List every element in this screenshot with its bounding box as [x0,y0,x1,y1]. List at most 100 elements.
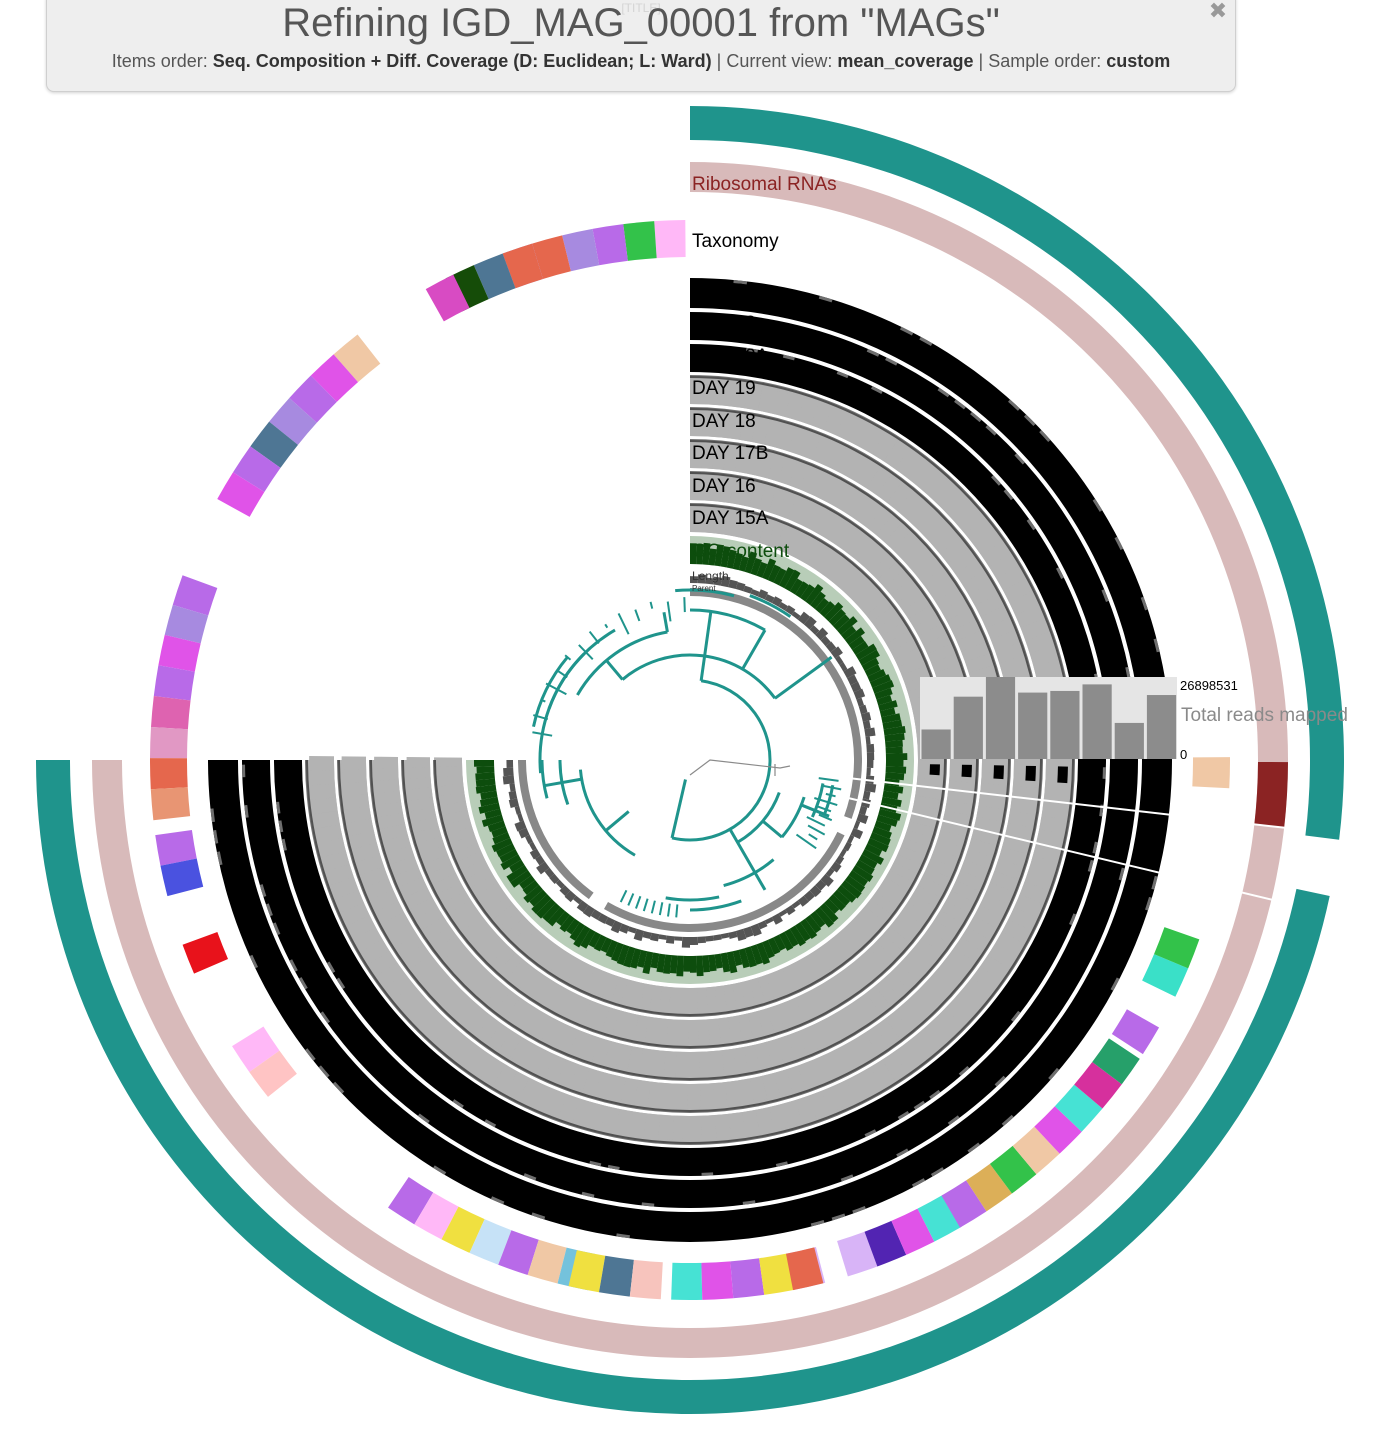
taxonomy-block[interactable] [1111,1009,1160,1055]
coverage-bar [913,985,941,1013]
gc-content-bar [702,542,711,565]
coverage-bar [727,412,744,440]
taxonomy-block[interactable] [164,604,209,644]
taxonomy-block[interactable] [160,858,204,897]
taxonomy-block[interactable] [153,665,195,701]
coverage-bar [456,1041,483,1070]
taxonomy-block[interactable] [158,634,201,672]
taxonomy-block[interactable] [1192,757,1230,789]
coverage-bar [308,769,335,786]
taxonomy-block[interactable] [532,235,571,279]
taxonomy-block[interactable] [445,265,489,312]
taxonomy-block[interactable] [232,1026,280,1073]
taxonomy-block[interactable] [233,446,281,492]
taxonomy-block[interactable] [333,334,381,383]
taxonomy-block[interactable] [562,228,600,272]
taxonomy-block[interactable] [425,274,470,322]
coverage-bar [987,943,1018,970]
coverage-bar [342,769,367,784]
coverage-bar [765,1038,784,1067]
taxonomy-block[interactable] [1092,1038,1140,1085]
coverage-bar [946,790,975,805]
coverage-bar [505,959,531,988]
taxonomy-layer[interactable] [150,220,1230,1300]
taxonomy-block[interactable] [527,1239,567,1284]
gc-content-bar [744,946,757,968]
taxonomy-block[interactable] [989,1145,1037,1194]
coverage-bar [971,827,1001,846]
coverage-bar [435,775,464,787]
taxonomy-block[interactable] [155,830,197,866]
taxonomy-block[interactable] [217,472,265,517]
length-bar [582,904,595,918]
taxonomy-block[interactable] [250,421,298,468]
taxonomy-block[interactable] [388,1177,434,1225]
coverage-bar [716,505,730,535]
taxonomy-block[interactable] [151,696,191,730]
taxonomy-block[interactable] [414,1192,459,1240]
taxonomy-block[interactable] [701,1261,734,1300]
taxonomy-block[interactable] [592,224,628,266]
close-icon[interactable]: ✖ [1208,0,1228,24]
taxonomy-block[interactable] [671,1262,703,1300]
taxonomy-block[interactable] [1012,1126,1060,1175]
dendrogram-branch [578,769,636,857]
taxonomy-block[interactable] [568,1250,606,1293]
taxonomy-block[interactable] [654,220,686,259]
taxonomy-block[interactable] [498,1230,539,1276]
coverage-bar [995,641,1026,664]
coverage-bar [633,1014,649,1042]
taxonomy-block[interactable] [441,1206,485,1253]
coverage-bar [876,933,904,961]
taxonomy-block[interactable] [891,1208,935,1255]
gc-content-bar [837,884,857,903]
taxonomy-block[interactable] [1142,954,1189,997]
taxonomy-block[interactable] [629,1259,663,1300]
taxonomy-block[interactable] [249,1050,297,1097]
taxonomy-block[interactable] [502,243,543,289]
taxonomy-block[interactable] [473,253,516,300]
taxonomy-block[interactable] [864,1220,907,1267]
coverage-bar [985,882,1016,906]
taxonomy-block[interactable] [150,787,191,821]
taxonomy-block[interactable] [1054,1084,1103,1132]
taxonomy-block[interactable] [785,1247,824,1291]
taxonomy-block[interactable] [730,1258,765,1299]
taxonomy-block[interactable] [623,221,657,261]
coverage-bar [543,1054,567,1085]
taxonomy-block[interactable] [917,1194,962,1242]
gc-content-bar [828,608,846,626]
taxonomy-block[interactable] [172,575,218,616]
coverage-bar [483,938,509,963]
taxonomy-block[interactable] [182,932,229,974]
taxonomy-block[interactable] [150,727,188,759]
coverage-bar [391,984,423,1013]
dendrogram-branch [532,656,569,728]
taxonomy-block[interactable] [469,1219,512,1265]
coverage-bar [749,1075,767,1102]
coverage-bar [1039,815,1066,834]
length-bar [803,890,815,902]
dendrogram[interactable] [532,588,842,918]
coverage-notch [911,1178,926,1188]
taxonomy-block[interactable] [269,397,317,445]
taxonomy-block[interactable] [1154,927,1200,969]
coverage-bar [766,1005,786,1034]
taxonomy-block[interactable] [837,1231,878,1277]
taxonomy-block[interactable] [289,375,337,423]
taxonomy-block[interactable] [310,354,359,402]
taxonomy-block[interactable] [599,1255,634,1297]
coverage-notch [967,1142,981,1153]
taxonomy-block[interactable] [1034,1106,1082,1154]
taxonomy-block[interactable] [966,1163,1012,1212]
taxonomy-block[interactable] [150,758,188,790]
taxonomy-block[interactable] [941,1180,987,1228]
coverage-bar [956,506,986,535]
taxonomy-block[interactable] [1074,1062,1122,1109]
gc-content-bar [750,557,762,576]
taxonomy-block[interactable] [759,1253,795,1295]
coverage-bar [778,489,798,519]
sample-ring-day-22a[interactable] [274,344,1106,1176]
coverage-bar [445,826,475,844]
